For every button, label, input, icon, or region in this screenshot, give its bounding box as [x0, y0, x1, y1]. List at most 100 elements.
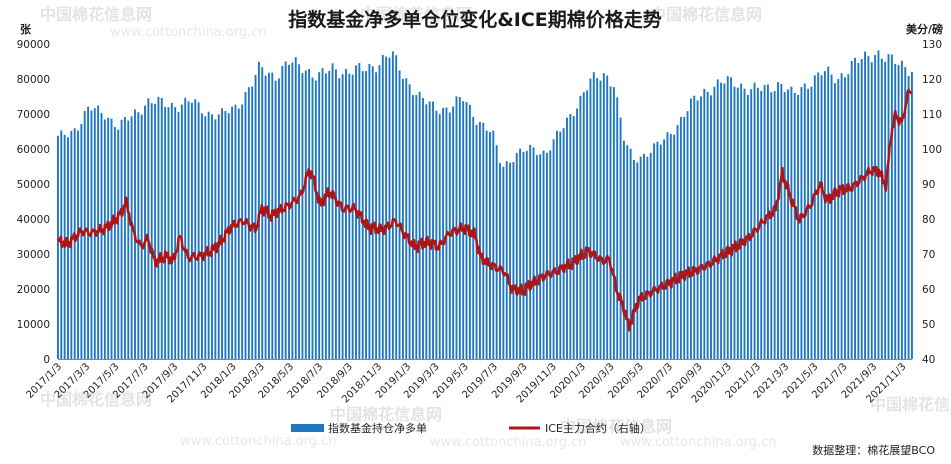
bar — [753, 82, 756, 359]
bar — [783, 92, 786, 359]
bar — [167, 107, 170, 360]
bar — [77, 130, 79, 359]
bar — [897, 65, 900, 359]
bar — [321, 68, 324, 359]
bar — [485, 130, 488, 359]
bar — [619, 117, 622, 359]
bar — [740, 83, 743, 359]
y-left-tick-label: 60000 — [17, 144, 50, 156]
bar — [154, 103, 157, 359]
bar — [405, 78, 408, 360]
y-right-tick-label: 100 — [922, 144, 942, 156]
y-left-tick-label: 20000 — [17, 284, 50, 296]
bar — [713, 86, 716, 359]
y-left-tick-label: 10000 — [17, 319, 50, 331]
bar — [324, 73, 327, 360]
bar — [535, 155, 538, 359]
bar — [341, 74, 344, 359]
bar — [686, 111, 689, 360]
watermark-url: www.cottonchina.org.cn — [180, 434, 337, 449]
watermark-url: www.cottonchina.org.cn — [430, 435, 587, 450]
right-axis: 40 50 60 70 80 90 100 110 120 130 — [922, 39, 942, 366]
bar — [800, 87, 803, 359]
bar — [743, 88, 746, 359]
left-axis-unit: 张 — [20, 22, 32, 36]
bar — [67, 137, 69, 359]
bar — [435, 110, 438, 360]
bar — [391, 51, 394, 359]
x-axis: 2017/1/32017/3/32017/5/32017/7/32017/9/3… — [25, 359, 912, 405]
y-right-tick-label: 60 — [922, 284, 935, 296]
bar — [515, 152, 518, 359]
bar — [559, 131, 562, 359]
y-left-tick-label: 80000 — [17, 74, 50, 86]
bar — [730, 77, 733, 359]
bar — [793, 92, 796, 359]
bar — [401, 78, 404, 360]
bar — [683, 116, 686, 359]
line-series-group — [56, 88, 913, 332]
source-note: 数据整理：棉花展望BCO — [812, 443, 935, 457]
bar — [107, 117, 110, 359]
bar — [710, 95, 712, 360]
bar — [311, 77, 314, 359]
bar — [328, 70, 331, 359]
bar — [750, 89, 753, 359]
bar — [525, 150, 528, 359]
bar — [653, 143, 656, 359]
y-left-tick-label: 40000 — [17, 214, 50, 226]
y-left-tick-label: 50000 — [17, 179, 50, 191]
bar — [221, 108, 223, 359]
bar — [542, 150, 545, 359]
bar — [870, 62, 873, 359]
bar — [371, 66, 374, 359]
bar — [482, 122, 485, 360]
bar — [760, 90, 763, 359]
watermark-text: 中国棉花信息网 — [40, 5, 152, 24]
bar — [770, 92, 773, 360]
bar — [569, 114, 572, 359]
watermark-text: 中国棉花信息网 — [560, 417, 672, 436]
bar — [291, 62, 294, 359]
bar — [512, 162, 515, 359]
bar — [693, 95, 696, 359]
bar — [237, 108, 240, 360]
bar — [298, 64, 301, 360]
watermark-text: 中国棉花信息网 — [40, 390, 152, 409]
bar — [492, 130, 495, 359]
bar — [301, 73, 304, 359]
bar — [880, 58, 883, 359]
bar — [566, 117, 568, 359]
bar — [606, 75, 609, 359]
bar — [592, 72, 595, 359]
bar — [696, 100, 699, 359]
bar — [351, 74, 354, 359]
bar — [80, 123, 83, 359]
bar — [854, 57, 856, 360]
bar — [817, 72, 820, 360]
bar — [894, 63, 897, 360]
bar — [844, 77, 846, 359]
bar — [294, 57, 297, 360]
bar — [626, 145, 629, 359]
bar — [911, 71, 913, 359]
bar — [288, 64, 290, 360]
bar — [378, 65, 381, 360]
bar — [499, 163, 501, 359]
bar — [830, 74, 833, 359]
bar — [425, 104, 428, 359]
bar — [174, 107, 177, 360]
bar — [636, 162, 639, 359]
y-right-tick-label: 130 — [922, 39, 942, 51]
bar — [780, 84, 783, 359]
bar — [348, 73, 351, 359]
bar — [837, 78, 840, 360]
bar — [646, 156, 649, 359]
bar — [810, 86, 813, 360]
bar — [103, 119, 106, 359]
y-left-tick-label: 90000 — [17, 39, 50, 51]
bar — [201, 113, 203, 359]
legend-label-bar: 指数基金持仓净多单 — [328, 421, 427, 435]
bar — [147, 98, 150, 360]
